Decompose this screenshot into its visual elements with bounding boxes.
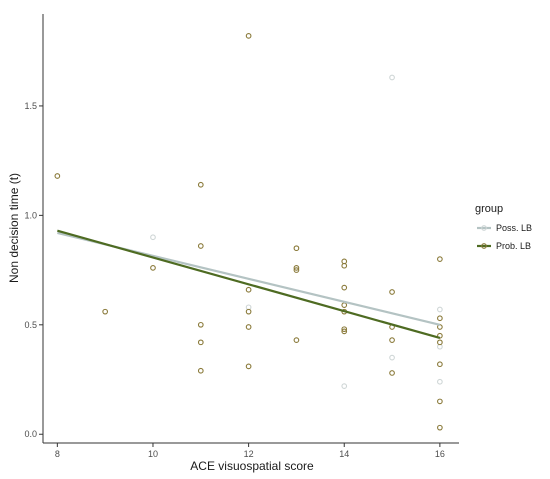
data-point-prob-lb [341,302,348,308]
data-point-prob-lb [437,424,443,431]
legend: group Poss. LB Prob. LB [475,203,532,251]
data-point-prob-lb [389,337,395,343]
legend-key-point-poss-lb [481,225,487,231]
data-point-prob-lb [437,339,443,346]
data-point-prob-lb [150,265,156,271]
data-point-prob-lb [54,173,61,179]
data-point-poss-lb [437,306,443,313]
y-tick-label: 0.5 [24,320,37,330]
ticks-layer: 8 10 12 14 16 0.0 0.5 1.0 1.5 [24,101,444,459]
x-tick-label: 10 [148,449,158,459]
data-point-poss-lb [437,378,443,385]
legend-title: group [475,203,503,215]
points-layer [54,33,443,431]
data-point-prob-lb [293,245,300,252]
x-tick-label: 16 [435,449,445,459]
data-point-prob-lb [437,398,443,405]
legend-items: Poss. LB Prob. LB [477,223,532,251]
y-tick-label: 1.5 [24,101,37,111]
data-point-prob-lb [293,337,300,343]
data-point-prob-lb [245,286,252,293]
data-point-poss-lb [150,234,156,241]
axes-layer [42,14,459,444]
trend-line-prob-lb [57,229,441,339]
data-point-prob-lb [341,328,348,335]
data-point-prob-lb [245,33,252,39]
data-point-poss-lb [341,383,348,389]
data-point-prob-lb [341,326,348,333]
data-point-prob-lb [389,289,395,295]
data-point-prob-lb [389,370,395,376]
legend-key-point-prob-lb [481,243,487,249]
y-tick-label: 1.0 [24,210,37,220]
legend-label-prob-lb: Prob. LB [496,241,531,251]
data-point-prob-lb [437,256,443,262]
data-point-prob-lb [437,332,443,339]
data-point-prob-lb [341,284,348,291]
trend-layer [57,229,441,339]
data-point-prob-lb [197,339,204,346]
data-point-prob-lb [293,265,300,271]
data-point-prob-lb [197,181,204,188]
data-point-prob-lb [245,363,252,370]
data-point-prob-lb [197,367,204,374]
data-point-prob-lb [245,324,252,330]
data-point-poss-lb [389,354,395,361]
data-point-prob-lb [341,262,348,269]
data-point-prob-lb [197,321,204,328]
data-point-prob-lb [102,308,109,315]
y-axis-title: Non decision time (t) [7,173,21,283]
data-point-prob-lb [437,315,443,322]
data-point-prob-lb [197,243,204,249]
data-point-prob-lb [293,267,300,273]
data-point-prob-lb [245,308,252,315]
data-point-poss-lb [389,74,395,81]
x-tick-label: 8 [55,449,60,459]
data-point-prob-lb [437,361,443,368]
x-axis-title: ACE visuospatial score [190,459,314,473]
y-tick-label: 0.0 [24,429,37,439]
x-tick-label: 12 [244,449,254,459]
legend-label-poss-lb: Poss. LB [496,223,532,233]
x-tick-label: 14 [339,449,349,459]
